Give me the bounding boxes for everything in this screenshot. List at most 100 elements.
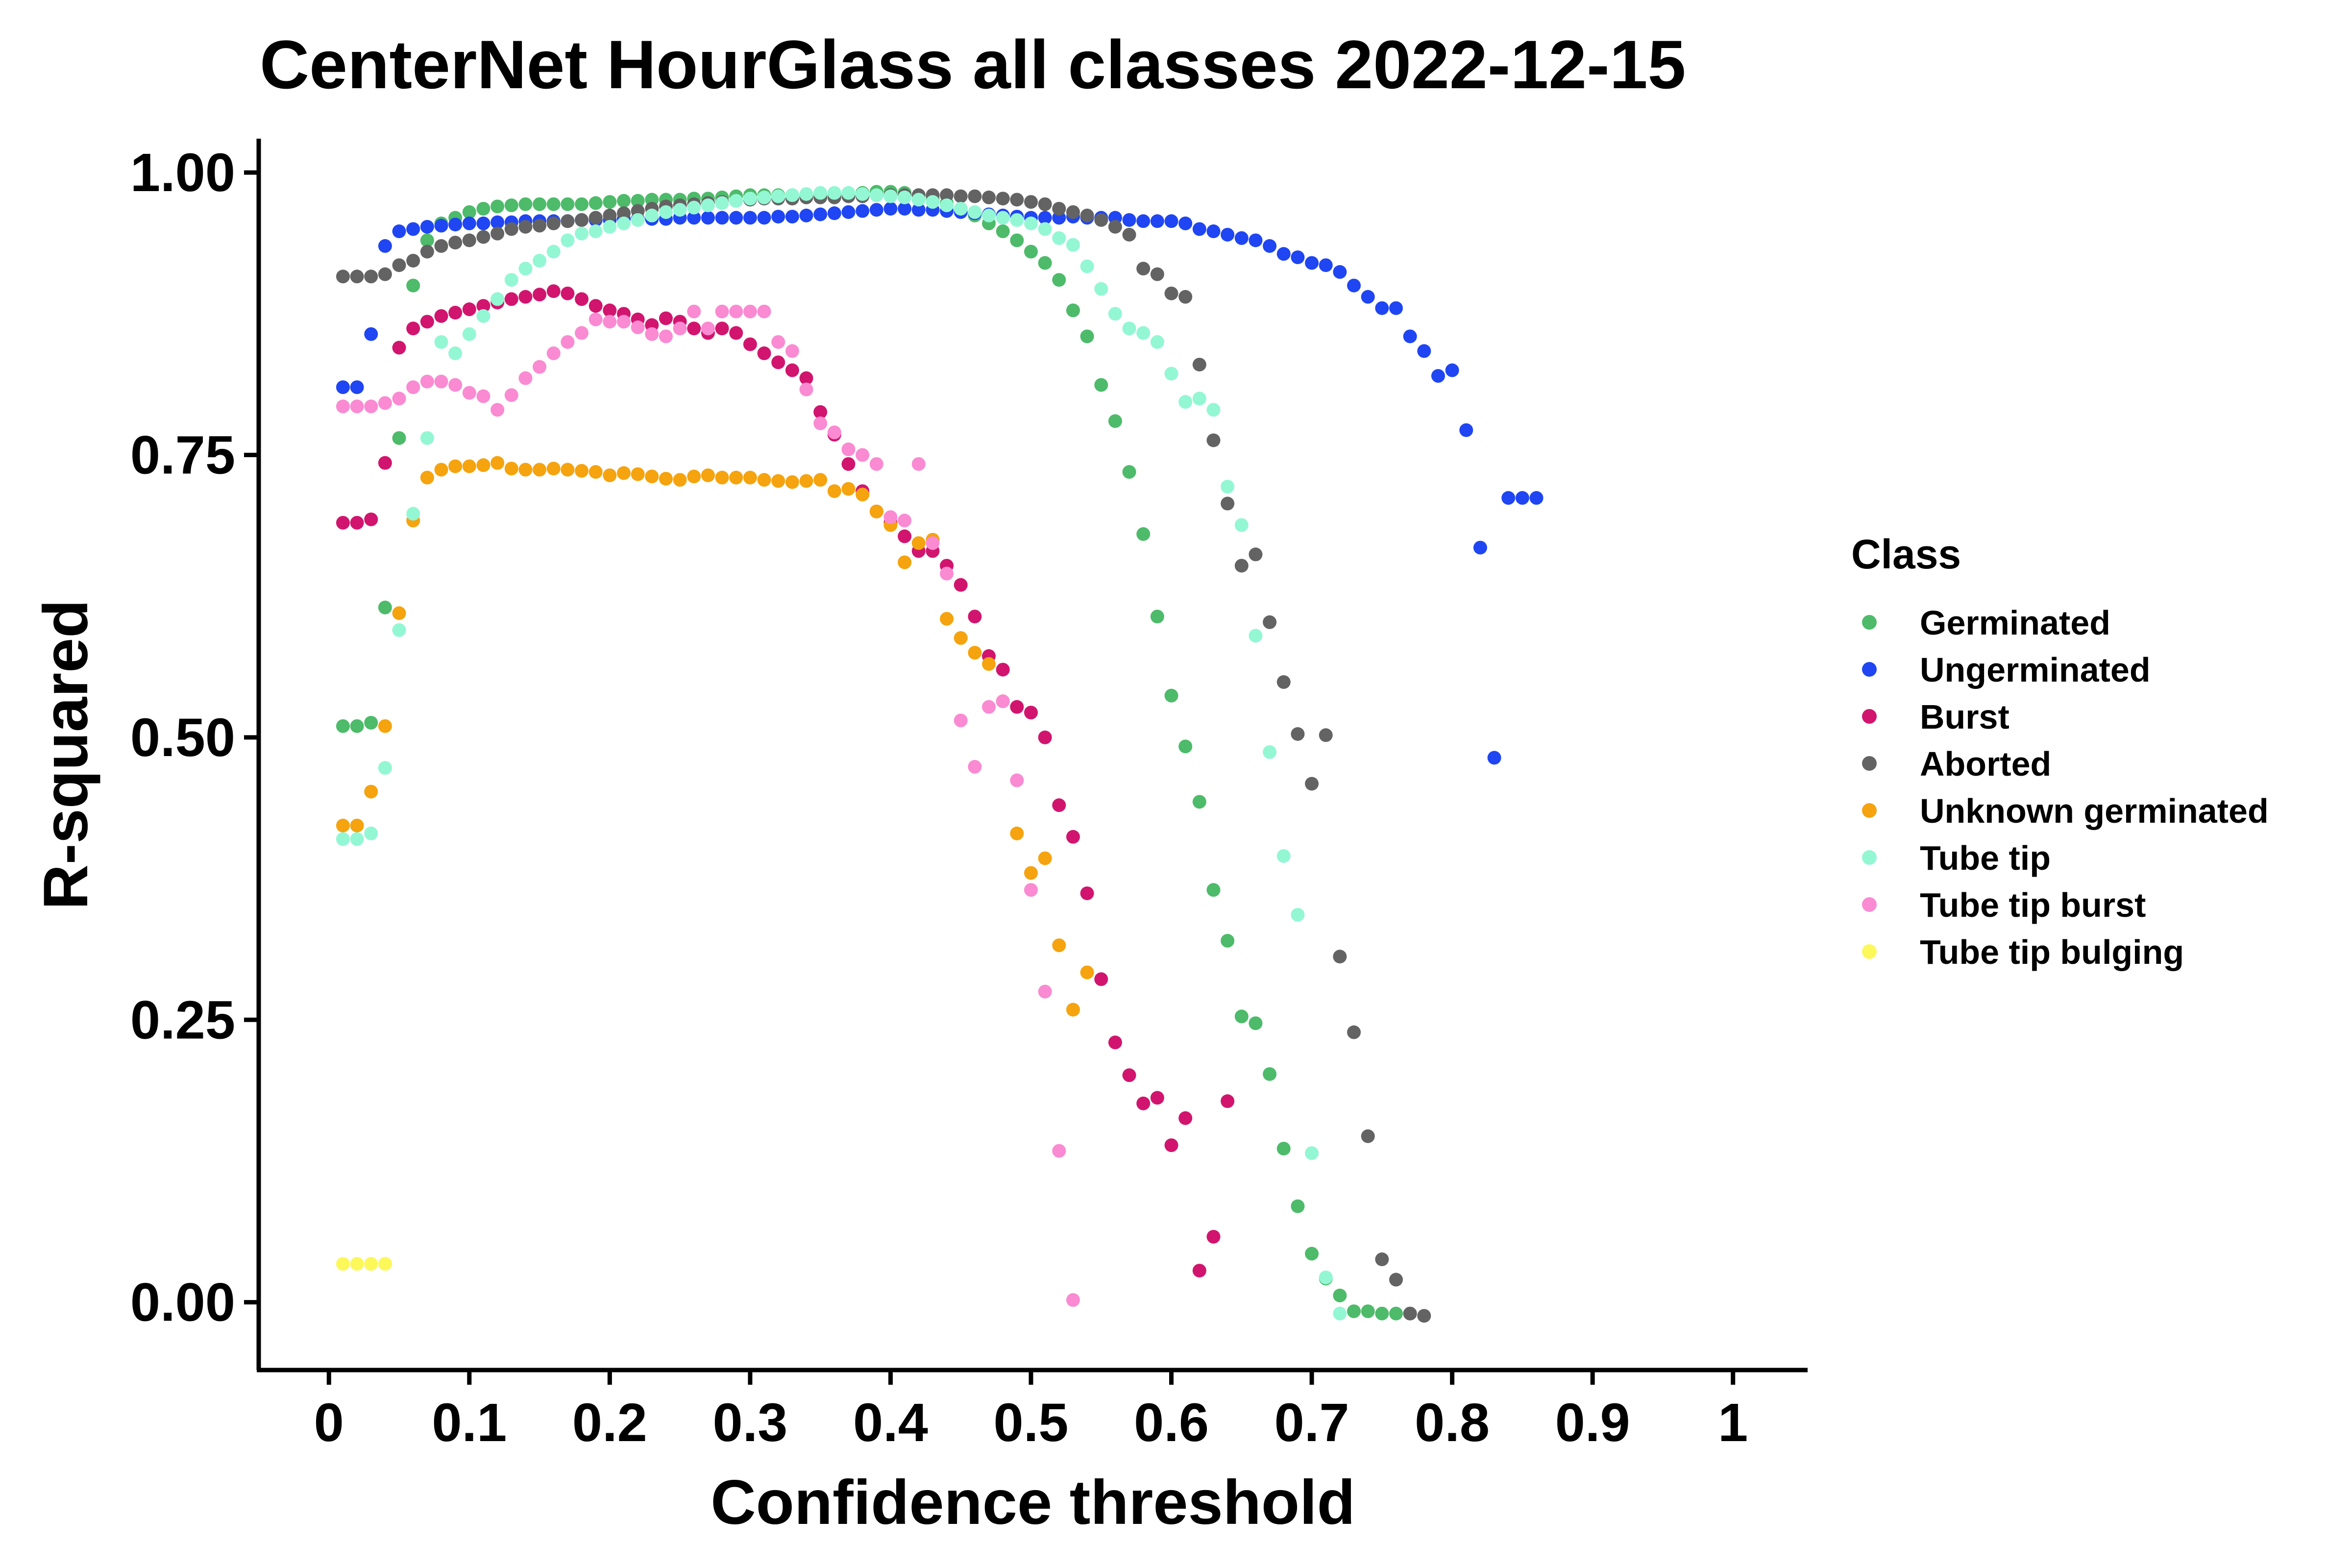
data-point xyxy=(841,442,856,457)
data-point xyxy=(1431,369,1445,383)
data-point xyxy=(841,457,856,471)
data-point xyxy=(729,211,743,225)
legend-key xyxy=(1862,756,1877,771)
data-point xyxy=(392,258,406,272)
data-point xyxy=(1150,1091,1164,1105)
data-point xyxy=(1403,1306,1417,1321)
data-point xyxy=(504,198,518,213)
data-point xyxy=(954,631,968,645)
data-point xyxy=(1136,527,1151,541)
data-point xyxy=(350,832,364,846)
data-point xyxy=(1094,282,1108,296)
data-point xyxy=(336,515,350,530)
data-point xyxy=(1150,214,1164,228)
data-point xyxy=(336,818,350,833)
x-tick-label: 0.6 xyxy=(1134,1393,1209,1453)
data-point xyxy=(1052,201,1066,216)
data-point xyxy=(1347,1304,1361,1319)
data-point xyxy=(1010,213,1024,227)
x-tick-label: 0.1 xyxy=(432,1393,507,1453)
data-point xyxy=(1192,795,1206,809)
legend-item: Ungerminated xyxy=(1862,651,2151,689)
data-point xyxy=(1080,965,1094,980)
data-point xyxy=(715,211,729,225)
data-point xyxy=(771,210,785,224)
data-point xyxy=(911,457,926,471)
data-point xyxy=(785,363,799,377)
data-point xyxy=(617,466,631,480)
data-point xyxy=(1263,239,1277,253)
legend-label: Germinated xyxy=(1920,604,2110,642)
data-point xyxy=(420,315,434,329)
y-tick-label: 0.00 xyxy=(130,1273,235,1333)
legend-key xyxy=(1862,615,1877,630)
data-point xyxy=(462,205,476,219)
data-point xyxy=(659,471,673,486)
data-point xyxy=(813,473,828,487)
data-point xyxy=(883,189,898,203)
data-point xyxy=(1136,326,1151,340)
data-point xyxy=(1024,216,1038,230)
data-point xyxy=(1389,1306,1403,1321)
data-point xyxy=(350,380,364,394)
data-point xyxy=(715,470,729,485)
data-point xyxy=(1136,262,1151,276)
data-point xyxy=(406,222,420,236)
data-point xyxy=(771,335,785,349)
series-burst xyxy=(336,284,1235,1278)
data-point xyxy=(364,715,378,730)
data-point xyxy=(1164,214,1178,228)
x-tick-label: 0.5 xyxy=(994,1393,1069,1453)
data-point xyxy=(504,292,518,306)
data-point xyxy=(911,536,926,550)
data-point xyxy=(617,206,631,220)
data-point xyxy=(406,507,420,521)
data-point xyxy=(1192,392,1206,406)
data-point xyxy=(533,360,547,374)
data-point xyxy=(1066,1293,1080,1307)
data-point xyxy=(996,211,1010,225)
data-point xyxy=(1347,278,1361,293)
data-point xyxy=(1249,233,1263,247)
data-point xyxy=(1276,849,1291,863)
data-point xyxy=(533,197,547,211)
data-point xyxy=(1094,972,1108,986)
data-point xyxy=(729,470,743,485)
data-point xyxy=(575,213,589,227)
data-point xyxy=(898,514,912,528)
legend-key xyxy=(1862,709,1877,724)
data-point xyxy=(1094,213,1108,227)
data-point xyxy=(1192,1264,1206,1278)
data-point xyxy=(364,327,378,341)
data-point xyxy=(1291,250,1305,265)
data-point xyxy=(799,208,813,222)
data-point xyxy=(1052,231,1066,245)
data-point xyxy=(827,186,841,200)
data-point xyxy=(1319,728,1333,742)
y-ticks: 0.00 0.25 0.50 0.75 1.00 xyxy=(130,143,259,1333)
legend-key xyxy=(1862,850,1877,865)
data-point xyxy=(588,211,603,225)
x-tick-label: 0.2 xyxy=(572,1393,647,1453)
data-point xyxy=(406,380,420,394)
data-point xyxy=(841,205,856,219)
data-point xyxy=(631,194,645,208)
data-point xyxy=(392,392,406,406)
data-point xyxy=(673,321,687,336)
data-point xyxy=(448,378,463,392)
data-point xyxy=(799,474,813,488)
data-point xyxy=(996,662,1010,677)
data-point xyxy=(546,216,561,230)
data-point xyxy=(1094,378,1108,392)
data-point xyxy=(546,346,561,361)
x-tick-label: 0.3 xyxy=(712,1393,787,1453)
data-point xyxy=(504,273,518,287)
data-point xyxy=(982,208,996,222)
legend-item: Tube tip burst xyxy=(1862,886,2146,924)
y-axis-title: R-squared xyxy=(31,600,101,910)
data-point xyxy=(546,245,561,259)
data-point xyxy=(420,245,434,259)
data-point xyxy=(813,186,828,200)
data-point xyxy=(1178,1111,1193,1125)
data-point xyxy=(996,224,1010,239)
